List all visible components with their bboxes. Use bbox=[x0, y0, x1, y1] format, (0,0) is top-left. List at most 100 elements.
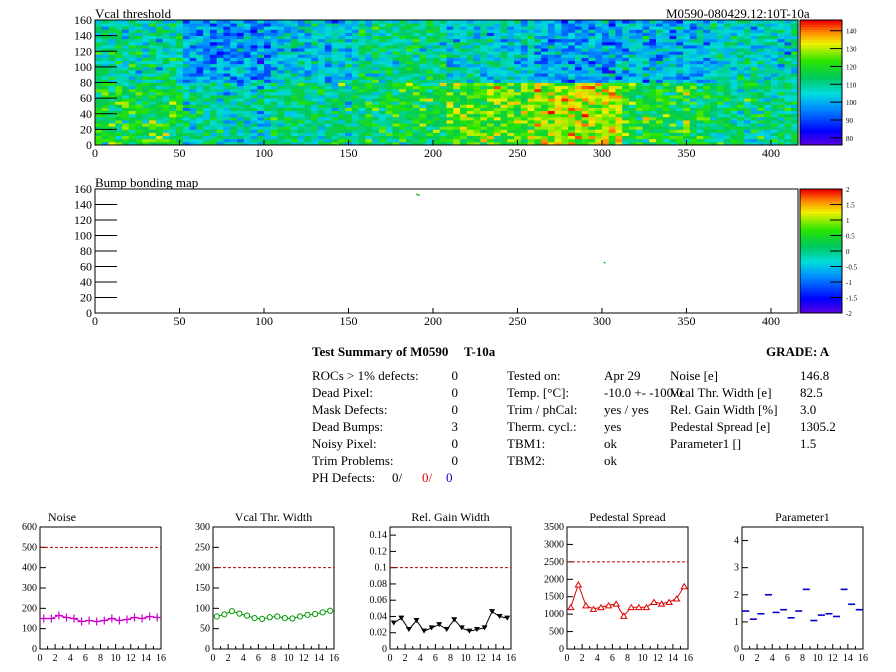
heatmap-cell bbox=[351, 82, 360, 87]
heatmap-cell bbox=[318, 91, 326, 96]
heatmap-cell bbox=[723, 76, 731, 80]
heatmap-cell bbox=[223, 123, 231, 127]
heatmap-cell bbox=[236, 20, 245, 24]
heatmap-cell bbox=[507, 51, 515, 55]
heatmap-cell bbox=[257, 23, 265, 27]
heatmap-cell bbox=[419, 70, 427, 74]
heatmap-cell bbox=[284, 135, 292, 140]
heatmap-cell bbox=[723, 60, 731, 65]
heatmap-cell bbox=[568, 29, 576, 33]
heatmap-cell bbox=[399, 23, 407, 27]
heatmap-cell bbox=[689, 45, 698, 49]
heatmap-cell bbox=[358, 23, 366, 27]
heatmap-cell bbox=[385, 141, 393, 146]
heatmap-cell bbox=[169, 82, 177, 87]
heatmap-cell bbox=[318, 113, 326, 118]
heatmap-cell bbox=[426, 29, 434, 33]
heatmap-cell bbox=[520, 85, 529, 90]
heatmap-cell bbox=[656, 54, 664, 58]
heatmap-cell bbox=[568, 141, 576, 146]
heatmap-cell bbox=[514, 60, 522, 65]
heatmap-cell bbox=[547, 54, 556, 58]
heatmap-cell bbox=[365, 54, 373, 58]
heatmap-cell bbox=[311, 95, 319, 99]
heatmap-cell bbox=[196, 57, 204, 62]
heatmap-cell bbox=[277, 135, 285, 140]
heatmap-cell bbox=[318, 54, 326, 58]
heatmap-cell bbox=[149, 85, 157, 90]
heatmap-cell bbox=[142, 135, 150, 140]
heatmap-cell bbox=[230, 141, 238, 146]
heatmap-cell bbox=[291, 113, 299, 118]
heatmap-cell bbox=[622, 51, 630, 55]
heatmap-cell bbox=[405, 35, 414, 40]
heatmap-cell bbox=[439, 120, 447, 124]
heatmap-cell bbox=[392, 88, 400, 93]
heatmap-cell bbox=[223, 98, 231, 102]
heatmap-cell bbox=[703, 101, 711, 105]
defect-value: 0 bbox=[451, 402, 459, 417]
heatmap-cell bbox=[345, 35, 353, 40]
heatmap-cell bbox=[480, 138, 488, 143]
heatmap-cell bbox=[385, 91, 393, 96]
heatmap-cell bbox=[642, 120, 650, 124]
heatmap-cell bbox=[541, 91, 549, 96]
heatmap-cell bbox=[176, 95, 184, 99]
heatmap-cell bbox=[683, 104, 691, 108]
heatmap-cell bbox=[351, 26, 360, 30]
heatmap-cell bbox=[101, 73, 109, 77]
heatmap-cell bbox=[514, 32, 522, 37]
heatmap-cell bbox=[703, 35, 711, 40]
heatmap-cell bbox=[730, 63, 738, 68]
heatmap-cell bbox=[291, 35, 299, 40]
heatmap-cell bbox=[412, 101, 420, 105]
heatmap-cell bbox=[683, 41, 691, 46]
heatmap-cell bbox=[723, 54, 731, 58]
heatmap-cell bbox=[169, 32, 177, 37]
heatmap-cell bbox=[507, 73, 515, 77]
heatmap-cell bbox=[554, 79, 562, 83]
heatmap-cell bbox=[466, 38, 474, 43]
heatmap-cell bbox=[209, 73, 218, 77]
heatmap-cell bbox=[595, 51, 603, 55]
heatmap-cell bbox=[527, 95, 535, 99]
heatmap-cell bbox=[730, 32, 738, 37]
heatmap-cell bbox=[101, 126, 109, 130]
heatmap-cell bbox=[750, 82, 758, 87]
heatmap-cell bbox=[716, 70, 725, 74]
heatmap-cell bbox=[324, 116, 332, 121]
heatmap-cell bbox=[534, 32, 542, 37]
heatmap-cell bbox=[405, 82, 414, 87]
heatmap-cell bbox=[507, 98, 515, 102]
heatmap-cell bbox=[770, 48, 779, 52]
palette-band bbox=[800, 22, 842, 26]
heatmap-cell bbox=[216, 29, 224, 33]
heatmap-cell bbox=[378, 32, 387, 37]
heatmap-cell bbox=[473, 29, 481, 33]
heatmap-cell bbox=[250, 116, 258, 121]
heatmap-cell bbox=[216, 98, 224, 102]
heatmap-cell bbox=[331, 110, 339, 115]
heatmap-cell bbox=[358, 73, 366, 77]
heatmap-cell bbox=[473, 51, 481, 55]
heatmap-cell bbox=[162, 113, 170, 118]
heatmap-cell bbox=[581, 60, 589, 65]
heatmap-cell bbox=[270, 29, 278, 33]
heatmap-cell bbox=[297, 120, 305, 124]
heatmap-cell bbox=[696, 66, 704, 71]
heatmap-cell bbox=[135, 120, 143, 124]
heatmap-cell bbox=[716, 57, 725, 62]
heatmap-cell bbox=[162, 38, 170, 43]
heatmap-cell bbox=[351, 98, 360, 102]
heatmap-cell bbox=[541, 135, 549, 140]
heatmap-cell bbox=[209, 126, 218, 130]
heatmap-cell bbox=[676, 48, 684, 52]
heatmap-cell bbox=[737, 129, 745, 133]
heatmap-cell bbox=[101, 29, 109, 33]
data-point bbox=[650, 598, 658, 605]
heatmap-cell bbox=[534, 79, 542, 83]
heatmap-cell bbox=[446, 23, 454, 27]
heatmap-cell bbox=[568, 101, 576, 105]
heatmap-cell bbox=[743, 73, 752, 77]
